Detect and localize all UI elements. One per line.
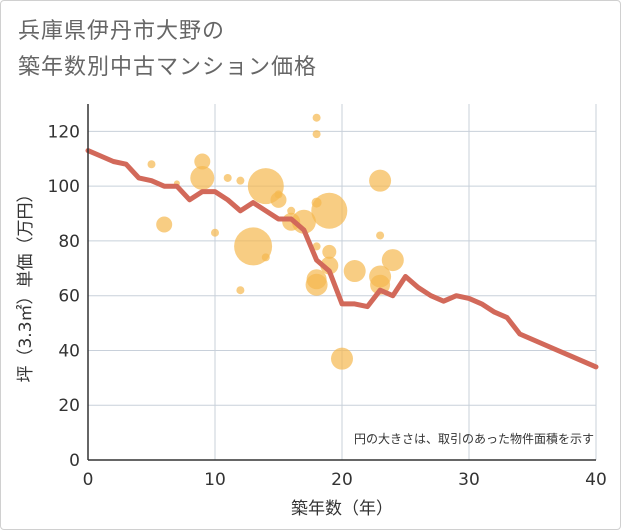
data-bubble xyxy=(312,113,321,122)
data-bubble xyxy=(305,273,328,296)
x-tick-label: 20 xyxy=(331,470,353,490)
data-bubble xyxy=(331,347,353,370)
data-bubble xyxy=(194,153,211,170)
data-bubble xyxy=(312,242,321,251)
y-tick-label: 100 xyxy=(48,177,80,197)
data-bubble xyxy=(236,286,245,295)
x-tick-label: 40 xyxy=(585,470,607,490)
grid-lines xyxy=(88,104,597,460)
data-bubble xyxy=(156,216,173,233)
data-bubble xyxy=(270,191,287,208)
y-tick-label: 60 xyxy=(58,287,80,307)
x-tick-label: 10 xyxy=(204,470,226,490)
x-tick-label: 30 xyxy=(458,470,480,490)
title-line-1: 兵庫県伊丹市大野の xyxy=(18,19,226,44)
data-bubble xyxy=(311,192,348,229)
y-axis-label: 坪（3.3㎡）単価（万円） xyxy=(16,185,36,382)
data-bubble xyxy=(190,165,215,190)
data-bubble xyxy=(147,160,156,169)
y-tick-label: 80 xyxy=(58,232,80,252)
data-bubble xyxy=(376,231,385,240)
size-note: 円の大きさは、取引のあった物件面積を示す xyxy=(354,431,594,446)
data-bubble xyxy=(343,260,366,283)
y-tick-label: 20 xyxy=(58,396,80,416)
data-bubble xyxy=(236,176,245,185)
x-axis-label: 築年数（年） xyxy=(291,499,393,519)
data-bubble xyxy=(369,169,392,192)
data-bubble xyxy=(223,173,232,182)
data-bubble xyxy=(274,190,283,199)
x-tick-label: 0 xyxy=(83,470,94,490)
data-bubble xyxy=(211,228,219,237)
y-tick-label: 40 xyxy=(58,341,80,361)
data-bubble xyxy=(312,130,321,139)
tick-labels: 0 20 40 60 80 100 120 0 10 20 30 40 xyxy=(48,122,607,490)
trend-line-group xyxy=(85,148,599,370)
title-line-2: 築年数別中古マンション価格 xyxy=(18,55,318,80)
data-bubble xyxy=(322,244,337,259)
y-tick-label: 120 xyxy=(48,122,80,142)
data-bubble xyxy=(381,249,404,272)
chart-title: 兵庫県伊丹市大野の 築年数別中古マンション価格 xyxy=(18,14,317,86)
data-bubble xyxy=(287,206,296,215)
trend-line xyxy=(85,148,599,370)
bubble-series xyxy=(147,113,404,370)
axes xyxy=(87,104,596,461)
data-bubble xyxy=(261,253,270,262)
y-tick-label: 0 xyxy=(69,451,80,471)
